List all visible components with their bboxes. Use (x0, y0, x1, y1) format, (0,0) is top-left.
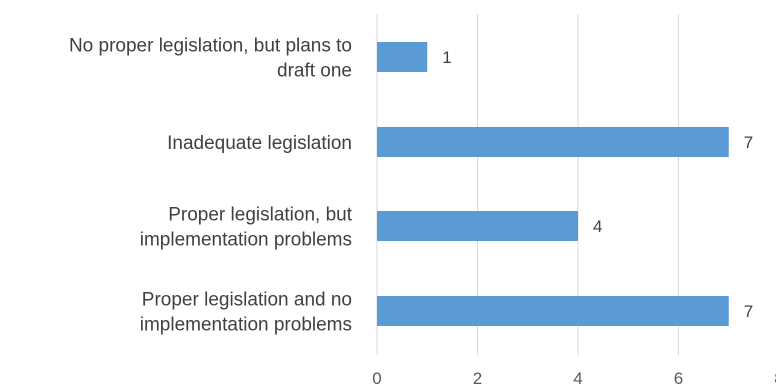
category-label-line: implementation problems (140, 230, 352, 251)
bar-3 (377, 211, 578, 241)
data-label-4: 7 (744, 302, 753, 321)
category-label-line: Proper legislation, but (168, 205, 352, 226)
category-labels: No proper legislation, but plans to draft… (69, 36, 353, 336)
x-axis-ticks: 0 2 4 6 8 (372, 369, 776, 387)
category-label-1: No proper legislation, but plans to draft… (69, 36, 352, 82)
category-label-line: No proper legislation, but plans to (69, 36, 352, 57)
category-label-line: Proper legislation and no (142, 290, 352, 311)
bar-2 (377, 127, 729, 157)
x-tick-label-0: 0 (372, 369, 381, 387)
data-label-1: 1 (442, 48, 451, 67)
category-label-4: Proper legislation and no implementation … (140, 290, 352, 336)
x-tick-label-2: 2 (473, 369, 482, 387)
x-tick-label-4: 4 (573, 369, 582, 387)
x-tick-label-6: 6 (674, 369, 683, 387)
x-tick-label-8: 8 (774, 369, 776, 387)
category-label-3: Proper legislation, but implementation pr… (140, 205, 353, 251)
category-label-line: draft one (277, 61, 352, 82)
bar-1 (377, 42, 428, 72)
category-label-line: implementation problems (140, 315, 352, 336)
bars (377, 42, 729, 326)
data-label-3: 4 (593, 217, 602, 236)
data-label-2: 7 (744, 133, 753, 152)
category-label-line: Inadequate legislation (167, 133, 352, 154)
category-label-2: Inadequate legislation (167, 133, 352, 154)
bar-4 (377, 296, 729, 326)
